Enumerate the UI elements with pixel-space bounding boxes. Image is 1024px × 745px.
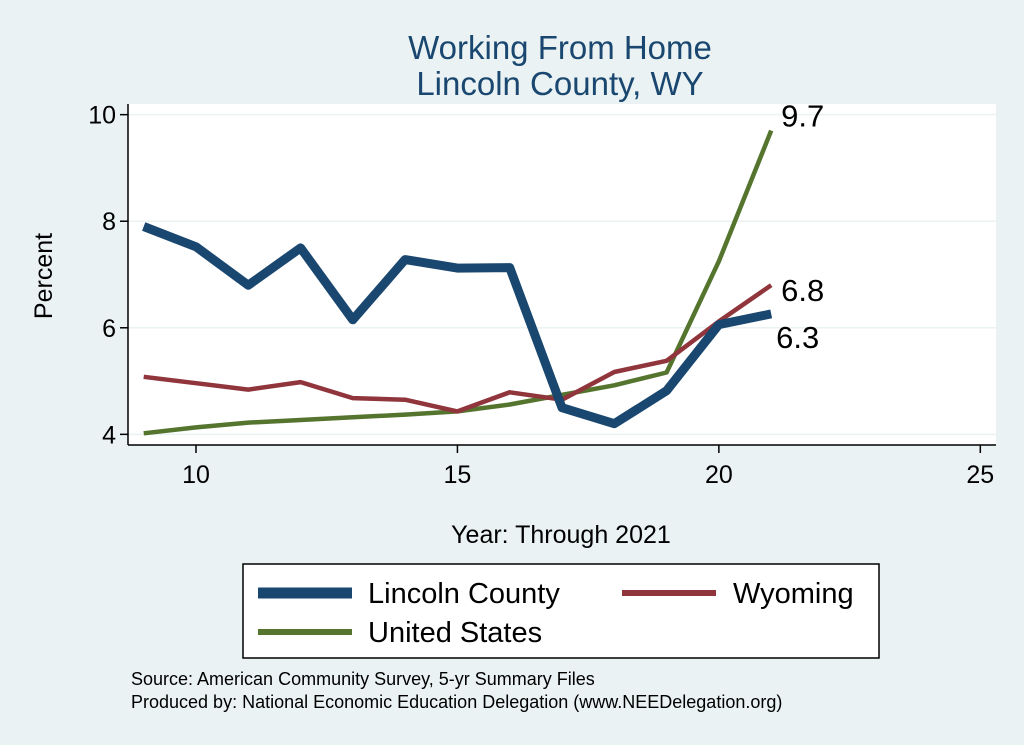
produced-by-note: Produced by: National Economic Education… — [131, 692, 782, 712]
x-tick-label-20: 20 — [705, 461, 733, 489]
x-tick-label-15: 15 — [444, 461, 472, 489]
axes: 4 6 8 10 10 15 20 25 — [88, 102, 996, 489]
x-tick-label-25: 25 — [966, 461, 994, 489]
x-axis-title: Year: Through 2021 — [451, 521, 671, 549]
chart-title-line-1: Working From Home — [408, 29, 712, 66]
source-note: Source: American Community Survey, 5-yr … — [131, 669, 595, 689]
y-tick-label-4: 4 — [102, 421, 116, 449]
end-labels: 9.7 6.8 6.3 — [776, 99, 824, 355]
series-lines — [142, 129, 774, 436]
series-line-wyoming — [143, 283, 773, 414]
y-axis-title: Percent — [30, 233, 58, 319]
end-label-lincoln-county: 6.3 — [776, 320, 819, 355]
end-label-united-states: 9.7 — [781, 99, 824, 134]
y-tick-label-8: 8 — [102, 208, 116, 236]
legend-box — [242, 563, 880, 659]
y-tick-label-10: 10 — [88, 102, 116, 130]
y-tick-label-6: 6 — [102, 315, 116, 343]
legend-label-wyoming: Wyoming — [733, 578, 854, 610]
grid-lines — [128, 113, 996, 436]
chart-title-line-2: Lincoln County, WY — [416, 65, 703, 102]
legend-label-lincoln-county: Lincoln County — [368, 578, 560, 610]
legend-label-united-states: United States — [368, 617, 542, 649]
series-line-lincoln-county — [142, 222, 773, 429]
x-tick-label-10: 10 — [182, 461, 210, 489]
end-label-wyoming: 6.8 — [781, 273, 824, 308]
